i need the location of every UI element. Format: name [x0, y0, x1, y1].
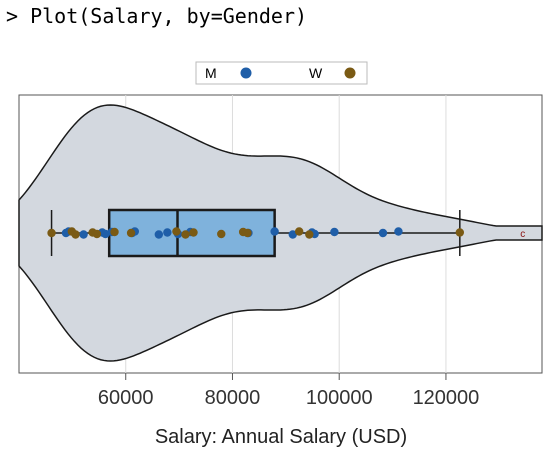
x-axis-ticks: 60000 80000 100000 120000	[98, 373, 479, 409]
point-m-17	[330, 227, 339, 237]
point-w-10	[217, 229, 226, 239]
legend-label-m: M	[205, 65, 217, 81]
point-m-2	[79, 230, 88, 239]
point-w-2	[71, 230, 80, 239]
point-m-13	[270, 227, 279, 236]
point-w-8	[181, 230, 190, 239]
point-m-8	[154, 230, 164, 239]
x-tick-label-1: 80000	[205, 387, 261, 409]
point-w-5	[110, 227, 119, 237]
point-m-18	[378, 228, 388, 238]
point-w-14	[305, 230, 314, 239]
point-m-19	[394, 227, 403, 236]
x-axis-title: Salary: Annual Salary (USD)	[155, 426, 407, 448]
legend-box	[195, 61, 368, 85]
console-prompt: >	[6, 4, 19, 28]
x-tick-label-3: 120000	[413, 387, 480, 409]
console-command: Plot(Salary, by=Gender)	[30, 4, 308, 28]
point-w-9	[189, 228, 198, 237]
point-m-4	[101, 229, 110, 239]
x-tick-label-2: 100000	[306, 387, 373, 409]
x-tick-label-0: 60000	[98, 387, 154, 409]
legend-label-w: W	[309, 65, 323, 81]
outlier-label: c	[520, 229, 525, 240]
point-w-4	[92, 229, 102, 239]
point-w-15	[455, 228, 465, 237]
legend-marker-w	[344, 67, 356, 79]
point-w-7	[172, 227, 181, 236]
point-m-14	[288, 230, 297, 239]
point-m-9	[163, 228, 172, 237]
data-points	[47, 227, 465, 239]
legend: M W	[195, 61, 368, 85]
console-command-line: > Plot(Salary, by=Gender)	[6, 4, 307, 28]
point-w-12	[243, 228, 252, 238]
point-w-6	[126, 228, 136, 238]
legend-marker-m	[240, 67, 252, 79]
point-w-0	[47, 228, 56, 238]
point-w-13	[294, 227, 304, 236]
